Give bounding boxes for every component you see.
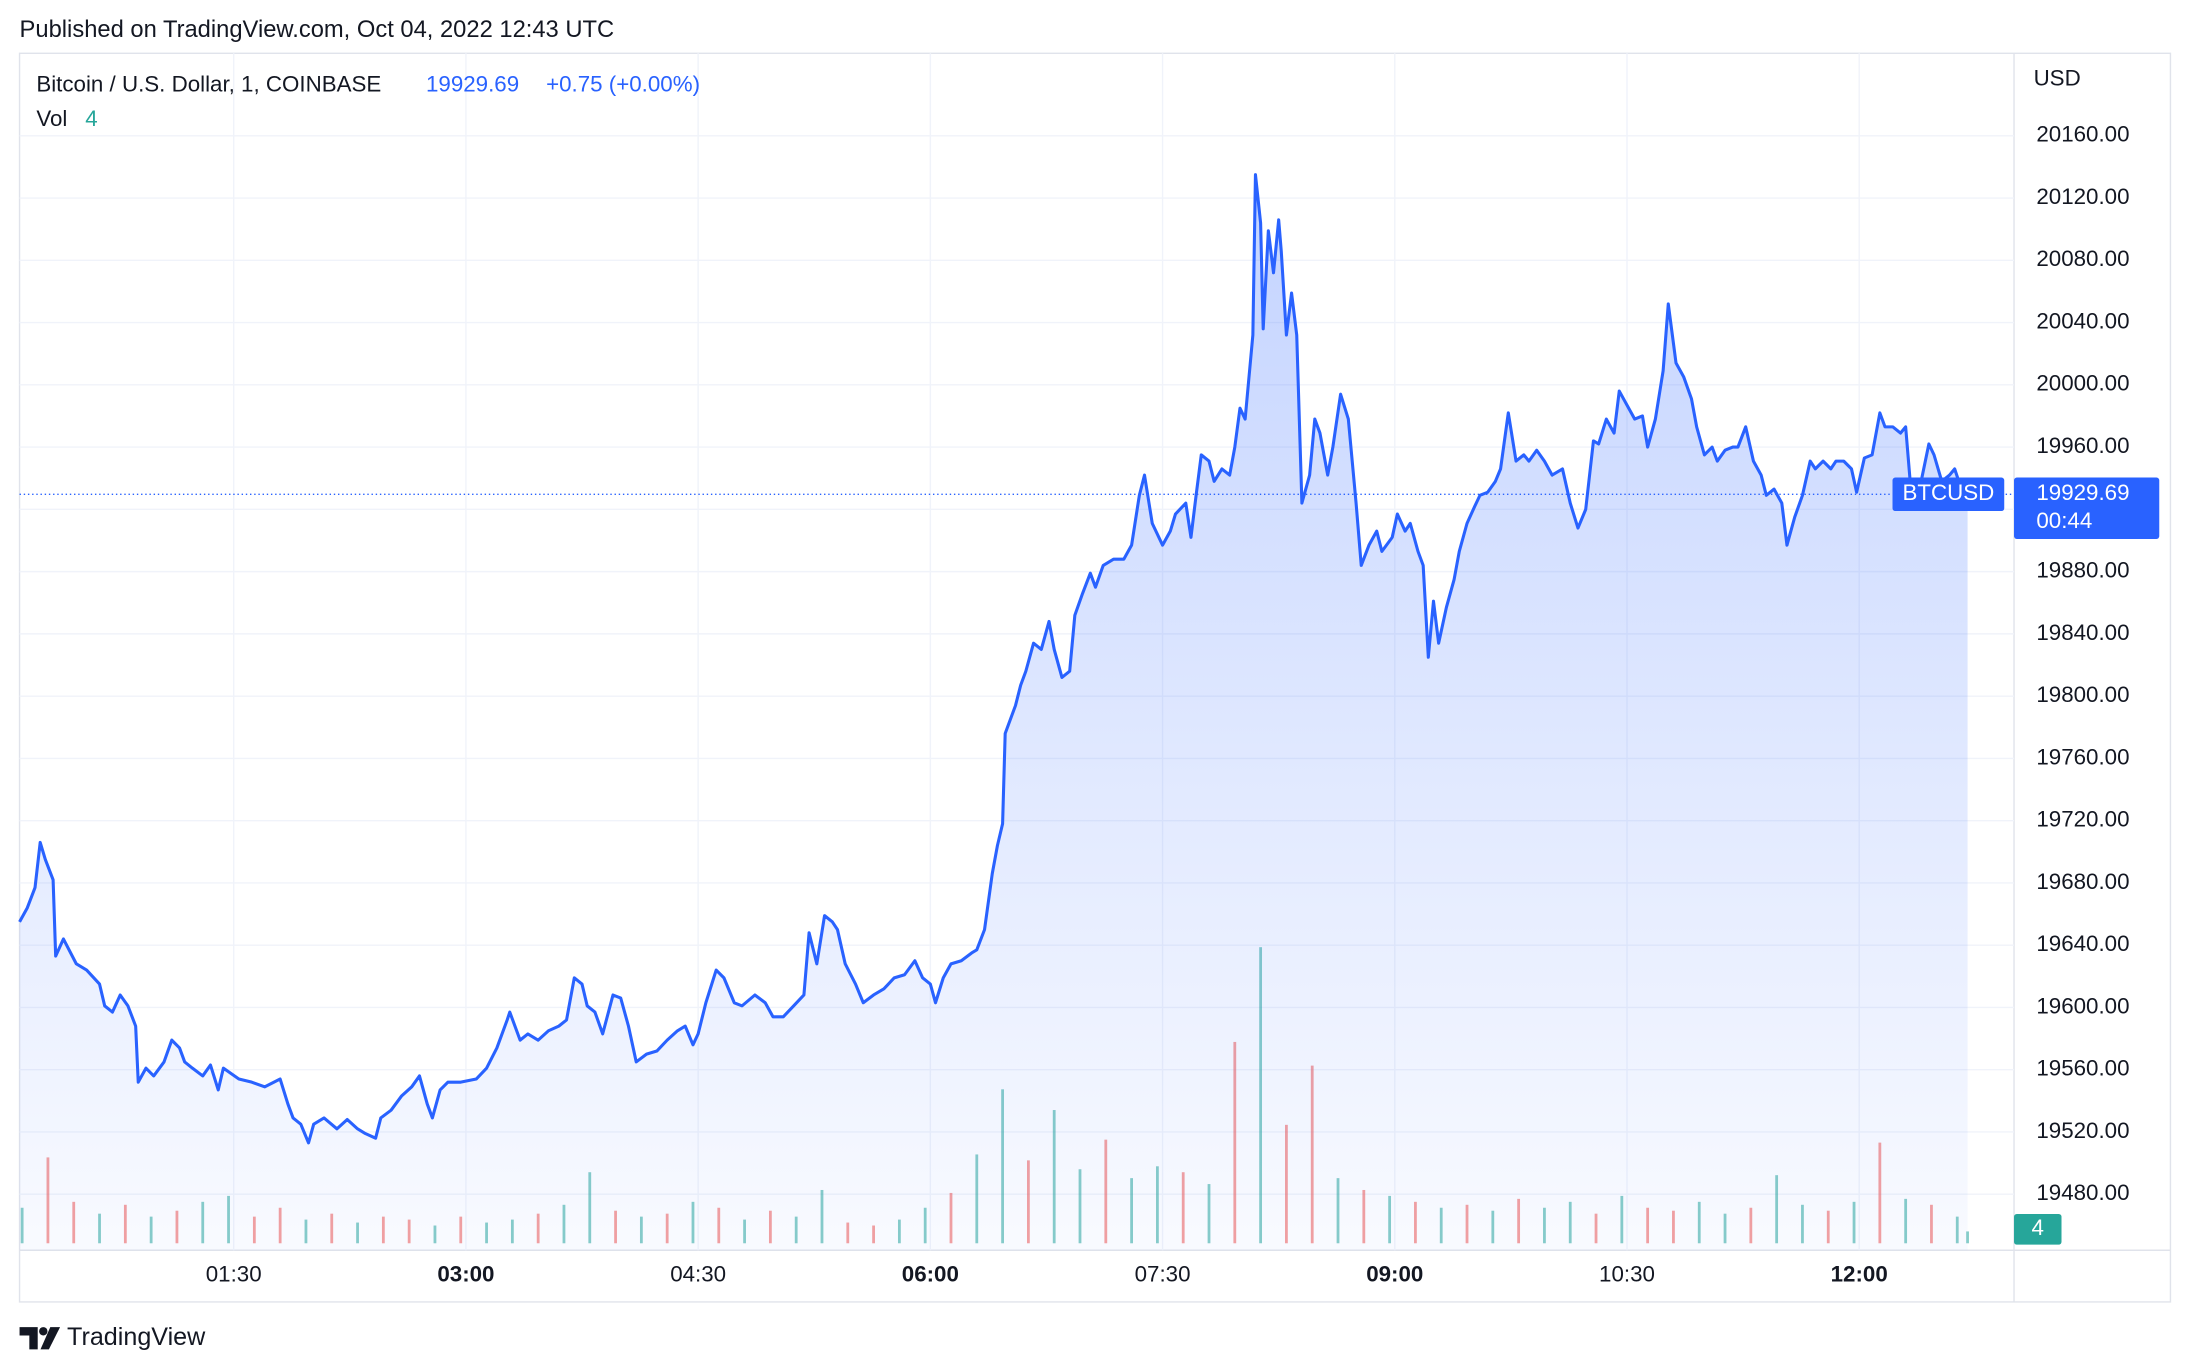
price-label-box (2014, 477, 2160, 539)
y-tick-label: 19800.00 (2036, 682, 2129, 707)
last-price: 19929.69 (426, 71, 519, 96)
x-tick-label: 12:00 (1831, 1261, 1888, 1286)
volume-label-box (2014, 1213, 2062, 1245)
x-tick-label: 04:30 (670, 1261, 726, 1286)
currency: USD (2034, 66, 2081, 91)
y-tick-label: 19960.00 (2036, 433, 2129, 458)
y-tick-label: 19520.00 (2036, 1118, 2129, 1143)
y-tick-label: 19720.00 (2036, 807, 2129, 832)
plot (18, 173, 2015, 1251)
footer-logo (19, 1327, 61, 1350)
x-tick-label: 07:30 (1135, 1261, 1191, 1286)
x-tick-label: 10:30 (1599, 1261, 1655, 1286)
symbol-label: BTCUSD (1902, 480, 1994, 505)
footer-brand: TradingView (67, 1323, 206, 1351)
axes: 19480.00 19520.00 19560.00 19600.00 19640.00… (206, 122, 2160, 1286)
chart-title: Bitcoin / U.S. Dollar, 1, COINBASE (36, 71, 381, 96)
volume-label: 4 (2032, 1215, 2044, 1240)
y-tick-label: 20080.00 (2036, 246, 2129, 271)
y-tick-label: 19600.00 (2036, 993, 2129, 1018)
volume-last: 4 (85, 106, 97, 131)
volume-name: Vol (36, 106, 67, 131)
countdown-label: 00:44 (2036, 508, 2092, 533)
y-tick-label: 20000.00 (2036, 371, 2129, 396)
x-tick-label: 06:00 (902, 1261, 959, 1286)
y-tick-label: 19760.00 (2036, 744, 2129, 769)
y-tick-label: 19480.00 (2036, 1180, 2129, 1205)
x-tick-label: 01:30 (206, 1261, 262, 1286)
x-tick-label: 09:00 (1366, 1261, 1423, 1286)
y-tick-label: 20160.00 (2036, 122, 2129, 147)
y-tick-label: 19840.00 (2036, 620, 2129, 645)
price-line (18, 173, 1969, 1145)
chart-frame (18, 52, 2172, 1303)
y-tick-label: 20120.00 (2036, 184, 2129, 209)
y-tick-label: 19880.00 (2036, 558, 2129, 583)
price-label: 19929.69 (2036, 480, 2129, 505)
y-tick-label: 19680.00 (2036, 869, 2129, 894)
price-change: +0.75 (+0.00%) (546, 71, 700, 96)
y-tick-label: 19560.00 (2036, 1056, 2129, 1081)
published-note: Published on TradingView.com, Oct 04, 20… (20, 17, 615, 43)
symbol-label-box (1892, 477, 2005, 512)
y-tick-label: 19640.00 (2036, 931, 2129, 956)
y-tick-label: 20040.00 (2036, 308, 2129, 333)
price-area (19, 174, 1968, 1251)
x-tick-label: 03:00 (437, 1261, 494, 1286)
